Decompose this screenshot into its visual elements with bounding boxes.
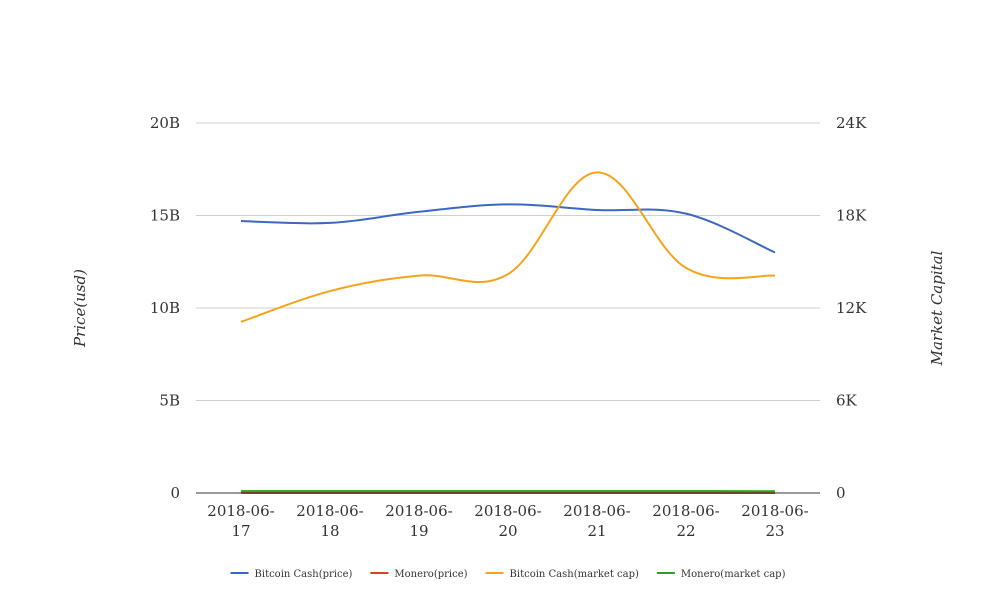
legend-label: Bitcoin Cash(market cap) — [510, 569, 639, 580]
left-axis-tick-label: 0 — [170, 484, 180, 502]
x-axis-tick-label: 2018-06-18 — [296, 502, 363, 540]
right-axis-tick-label: 12K — [836, 299, 867, 317]
left-axis-tick-label: 15B — [150, 207, 180, 225]
grid-lines — [196, 122, 820, 401]
x-axis-tick-label: 2018-06-21 — [563, 502, 630, 540]
legend-item[interactable]: Monero(market cap) — [656, 569, 786, 580]
series-lines — [240, 171, 776, 495]
x-axis-tick-label: 2018-06-22 — [652, 502, 719, 540]
right-axis-title: Market Capital — [928, 250, 946, 366]
right-axis-tick-label: 18K — [836, 207, 867, 225]
legend-label: Monero(price) — [394, 569, 467, 580]
axes: 0 0 5B 6K 10B 12K 15B 18K 20B 24K 2018-06-17 2018-0… — [150, 114, 867, 540]
legend-item[interactable]: Bitcoin Cash(market cap) — [485, 569, 639, 580]
x-axis-tick-label: 2018-06-17 — [207, 502, 274, 540]
right-axis-tick-label: 24K — [836, 114, 867, 132]
left-axis-tick-label: 5B — [159, 392, 180, 410]
legend-label: Monero(market cap) — [681, 569, 786, 580]
legend: Bitcoin Cash(price) Monero(price) Bitcoin … — [230, 569, 786, 580]
right-axis-tick-label: 6K — [836, 392, 858, 410]
series-line-1 — [240, 203, 776, 254]
series-line-3 — [240, 171, 776, 323]
legend-label: Bitcoin Cash(price) — [255, 569, 353, 580]
x-axis-tick-label: 2018-06-20 — [474, 502, 541, 540]
left-axis-tick-label: 10B — [150, 299, 180, 317]
left-axis-tick-label: 20B — [150, 114, 180, 132]
x-axis-tick-label: 2018-06-23 — [741, 502, 808, 540]
legend-item[interactable]: Bitcoin Cash(price) — [230, 569, 353, 580]
left-axis-title: Price(usd) — [71, 269, 89, 348]
x-axis-tick-label: 2018-06-19 — [385, 502, 452, 540]
legend-item[interactable]: Monero(price) — [370, 569, 468, 580]
right-axis-tick-label: 0 — [836, 484, 846, 502]
